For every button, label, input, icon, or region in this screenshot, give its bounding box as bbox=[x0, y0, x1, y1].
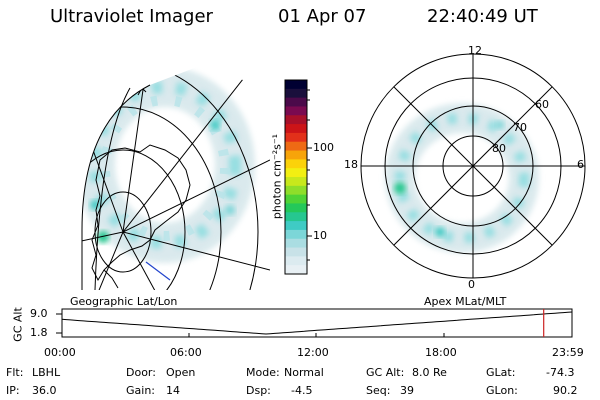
door-label: Door: bbox=[126, 366, 156, 379]
colorbar-segment bbox=[285, 132, 307, 143]
colorbar-segment bbox=[285, 247, 307, 257]
mlt-label-0: 0 bbox=[468, 278, 475, 291]
timeline-ytick-9: 9.0 bbox=[30, 307, 48, 320]
gcalt-label: GC Alt: bbox=[366, 366, 405, 379]
colorbar-segment bbox=[285, 115, 307, 125]
dsp-value: -4.5 bbox=[291, 384, 313, 397]
left-aurora-oval bbox=[82, 67, 255, 263]
seq-value: 39 bbox=[400, 384, 414, 397]
door-value: Open bbox=[166, 366, 196, 379]
color-scale-bar bbox=[284, 79, 312, 275]
colorbar-segment bbox=[285, 88, 307, 99]
mlat-label-60: 60 bbox=[535, 98, 549, 111]
glon-label: GLon: bbox=[486, 384, 518, 397]
colorbar-segment bbox=[285, 265, 307, 275]
timeline-xtick-0600: 06:00 bbox=[170, 346, 202, 359]
colorbar-tick-100: 100 bbox=[313, 141, 334, 154]
mlat-label-70: 70 bbox=[513, 121, 527, 134]
colorbar-segment bbox=[285, 221, 307, 231]
flt-value: LBHL bbox=[32, 366, 61, 379]
gain-label: Gain: bbox=[126, 384, 155, 397]
seq-label: Seq: bbox=[366, 384, 391, 397]
time-label: 22:40:49 UT bbox=[427, 6, 538, 27]
mlt-label-12: 12 bbox=[468, 44, 482, 57]
right-map-caption: Apex MLat/MLT bbox=[424, 295, 507, 308]
instrument-title: Ultraviolet Imager bbox=[50, 6, 213, 27]
colorbar-segment bbox=[285, 159, 307, 169]
glon-value: 90.2 bbox=[553, 384, 578, 397]
gcalt-value: 8.0 Re bbox=[412, 366, 447, 379]
colorbar-segment bbox=[285, 80, 307, 90]
colorbar-segment bbox=[285, 229, 307, 240]
dsp-label: Dsp: bbox=[246, 384, 271, 397]
colorbar-segment bbox=[285, 106, 307, 116]
right-grid bbox=[360, 53, 586, 279]
colorbar-segment bbox=[285, 212, 307, 222]
date-label: 01 Apr 07 bbox=[278, 6, 367, 27]
colorbar-tick-10: 10 bbox=[313, 229, 327, 242]
altitude-curve bbox=[61, 311, 573, 335]
colorbar-segment bbox=[285, 124, 307, 134]
flt-label: Flt: bbox=[6, 366, 24, 379]
timeline-xtick-2359: 23:59 bbox=[552, 346, 584, 359]
colorbar-segment bbox=[285, 238, 307, 249]
colorbar-segment bbox=[285, 194, 307, 205]
ip-label: IP: bbox=[6, 384, 20, 397]
apex-polar-map bbox=[360, 53, 586, 279]
mode-label: Mode: bbox=[246, 366, 280, 379]
timeline-y-label: GC Alt bbox=[11, 307, 25, 342]
altitude-timeline bbox=[56, 308, 573, 338]
geographic-map bbox=[81, 62, 270, 291]
glat-label: GLat: bbox=[486, 366, 516, 379]
mlt-label-18: 18 bbox=[344, 158, 358, 171]
glat-value: -74.3 bbox=[546, 366, 575, 379]
gain-value: 14 bbox=[166, 384, 180, 397]
colorbar-segment bbox=[285, 177, 307, 187]
timeline-xtick-1200: 12:00 bbox=[297, 346, 329, 359]
mlt-label-6: 6 bbox=[577, 158, 584, 171]
mode-value: Normal bbox=[284, 366, 324, 379]
left-map-frame bbox=[81, 84, 151, 291]
ip-value: 36.0 bbox=[32, 384, 57, 397]
right-aurora-oval bbox=[385, 103, 539, 253]
timeline-ytick-1-8: 1.8 bbox=[30, 326, 48, 339]
mlat-label-80: 80 bbox=[492, 142, 506, 155]
colorbar-segment bbox=[285, 150, 307, 160]
colorbar-segment bbox=[285, 185, 307, 196]
left-grid bbox=[82, 62, 270, 290]
colorbar-segment bbox=[285, 141, 307, 152]
timeline-xtick-0000: 00:00 bbox=[44, 346, 76, 359]
left-map-caption: Geographic Lat/Lon bbox=[70, 295, 178, 308]
colorbar-segment bbox=[285, 168, 307, 178]
colorbar-units-label: photon cm⁻²s⁻¹ bbox=[270, 133, 284, 220]
timeline-xtick-1800: 18:00 bbox=[425, 346, 457, 359]
terminator-line bbox=[145, 261, 171, 281]
colorbar-segment bbox=[285, 203, 307, 213]
colorbar-segment bbox=[285, 97, 307, 108]
colorbar-segment bbox=[285, 256, 307, 266]
